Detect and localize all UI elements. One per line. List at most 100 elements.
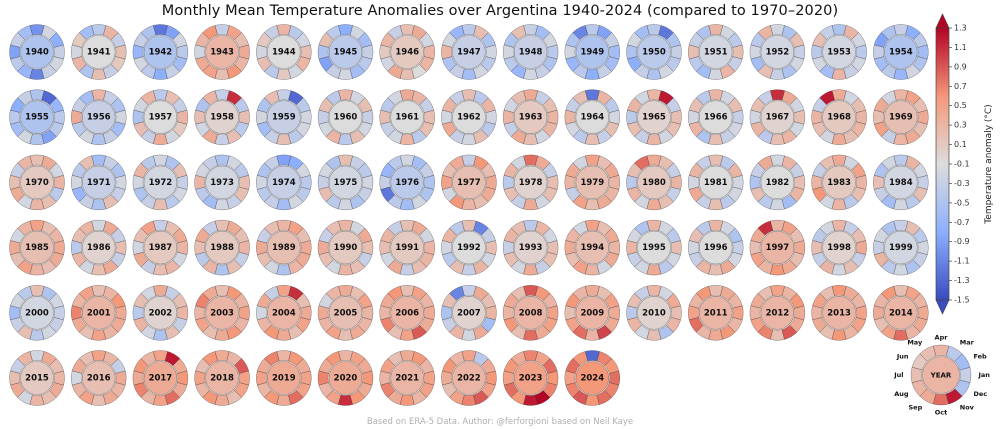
month-segment bbox=[542, 186, 558, 203]
month-segment bbox=[912, 121, 928, 138]
colorbar-strip bbox=[936, 174, 949, 177]
annual-disk bbox=[575, 295, 610, 330]
colorbar-strip bbox=[936, 232, 949, 235]
year-label: 1996 bbox=[704, 243, 728, 253]
month-segment bbox=[172, 317, 188, 333]
year-donut-1992: 1992 bbox=[441, 219, 497, 276]
year-donut-1991: 1991 bbox=[379, 219, 435, 276]
month-segment bbox=[295, 251, 311, 268]
annual-disk bbox=[513, 100, 548, 134]
annual-disk bbox=[390, 230, 425, 265]
year-label: 1987 bbox=[149, 243, 173, 253]
colorbar-strip bbox=[936, 156, 949, 159]
annual-disk bbox=[513, 165, 548, 200]
annual-disk bbox=[822, 165, 856, 200]
annual-disk bbox=[81, 230, 116, 265]
year-donut-1950: 1950 bbox=[626, 24, 682, 80]
month-segment bbox=[357, 317, 373, 333]
colorbar-strip bbox=[936, 38, 949, 41]
month-segment bbox=[666, 317, 681, 333]
month-segment bbox=[49, 186, 64, 203]
month-segment bbox=[419, 382, 435, 398]
year-donut-1957: 1957 bbox=[132, 89, 189, 145]
year-donut-1956: 1956 bbox=[70, 89, 127, 145]
annual-disk bbox=[266, 35, 301, 69]
colorbar-tick-label: -1.1 bbox=[954, 257, 970, 266]
colorbar-strip bbox=[936, 98, 949, 101]
year-label: 2019 bbox=[272, 374, 296, 384]
legend-month-label: Nov bbox=[960, 403, 975, 411]
colorbar-strip bbox=[936, 240, 949, 243]
colorbar-strip bbox=[936, 146, 949, 149]
annual-disk bbox=[81, 295, 116, 330]
annual-disk bbox=[328, 35, 363, 69]
year-donut-legend: YEAR bbox=[910, 344, 972, 406]
year-label: 1964 bbox=[580, 113, 604, 123]
legend-month-label: Jul bbox=[893, 371, 903, 379]
month-segment bbox=[357, 251, 373, 268]
year-label: 1976 bbox=[395, 178, 419, 188]
month-segment bbox=[666, 251, 681, 268]
year-label: 2015 bbox=[25, 374, 49, 384]
year-label: 2009 bbox=[580, 308, 604, 318]
colorbar-strip bbox=[936, 242, 949, 245]
year-label: 2016 bbox=[87, 374, 111, 384]
annual-disk bbox=[390, 100, 425, 134]
month-segment bbox=[666, 56, 681, 72]
colorbar-strip bbox=[936, 128, 949, 131]
month-segment bbox=[419, 121, 435, 138]
year-label: 1992 bbox=[457, 243, 481, 253]
month-segment bbox=[172, 382, 188, 398]
annual-disk bbox=[328, 295, 363, 330]
annual-disk bbox=[205, 295, 239, 330]
month-segment bbox=[542, 121, 558, 138]
annual-disk bbox=[513, 361, 548, 395]
colorbar-tick-label: -0.3 bbox=[954, 179, 970, 188]
annual-disk bbox=[266, 100, 301, 134]
colorbar-strip bbox=[936, 76, 949, 79]
colorbar-strip bbox=[936, 142, 949, 145]
colorbar-strip bbox=[936, 228, 949, 231]
year-donut-1952: 1952 bbox=[749, 24, 806, 80]
year-donut-1960: 1960 bbox=[317, 89, 374, 145]
colorbar-strip bbox=[936, 280, 949, 283]
month-segment bbox=[295, 121, 311, 138]
month-segment bbox=[480, 56, 496, 72]
year-label: 2012 bbox=[766, 308, 790, 318]
year-label: 1944 bbox=[272, 48, 296, 58]
year-label: 1999 bbox=[889, 243, 913, 253]
year-label: 1943 bbox=[210, 48, 234, 58]
colorbar-strip bbox=[936, 284, 949, 287]
colorbar-strip bbox=[936, 148, 949, 151]
colorbar-strip bbox=[936, 226, 949, 229]
year-label: 1953 bbox=[827, 48, 851, 58]
year-donut-1953: 1953 bbox=[811, 24, 867, 80]
colorbar-strip bbox=[936, 106, 949, 109]
year-label: 2006 bbox=[395, 308, 419, 318]
annual-disk bbox=[81, 165, 116, 200]
year-label: 1965 bbox=[642, 113, 666, 123]
colorbar-strip bbox=[936, 252, 949, 255]
year-label: 2005 bbox=[334, 308, 358, 318]
colorbar-strip bbox=[936, 172, 949, 175]
year-donut-2002: 2002 bbox=[132, 285, 189, 341]
colorbar-strip bbox=[936, 202, 949, 205]
annual-disk bbox=[575, 35, 610, 69]
year-donut-1984: 1984 bbox=[873, 154, 929, 211]
annual-disk bbox=[452, 295, 486, 330]
colorbar-strip bbox=[936, 294, 949, 297]
legend-month-label: Mar bbox=[960, 339, 975, 347]
year-label: 1981 bbox=[704, 178, 728, 188]
colorbar-strip bbox=[936, 90, 949, 93]
year-label: 1995 bbox=[642, 243, 666, 253]
year-label: 1982 bbox=[766, 178, 790, 188]
colorbar-strip bbox=[936, 108, 949, 111]
annual-disk bbox=[81, 35, 116, 69]
colorbar-strip bbox=[936, 140, 949, 143]
colorbar-strip bbox=[936, 92, 949, 95]
month-segment bbox=[172, 186, 188, 203]
year-donut-1941: 1941 bbox=[70, 24, 127, 80]
month-segment bbox=[419, 251, 435, 268]
colorbar-strip bbox=[936, 246, 949, 249]
colorbar-strip bbox=[936, 34, 949, 37]
